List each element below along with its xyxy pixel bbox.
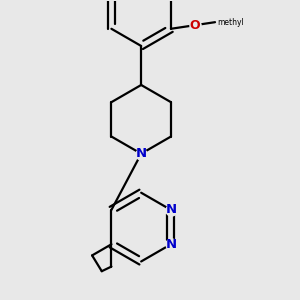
Text: N: N xyxy=(136,147,147,160)
Text: O: O xyxy=(190,19,200,32)
Text: N: N xyxy=(165,203,176,216)
Text: N: N xyxy=(165,238,176,251)
Text: methyl: methyl xyxy=(217,18,244,27)
